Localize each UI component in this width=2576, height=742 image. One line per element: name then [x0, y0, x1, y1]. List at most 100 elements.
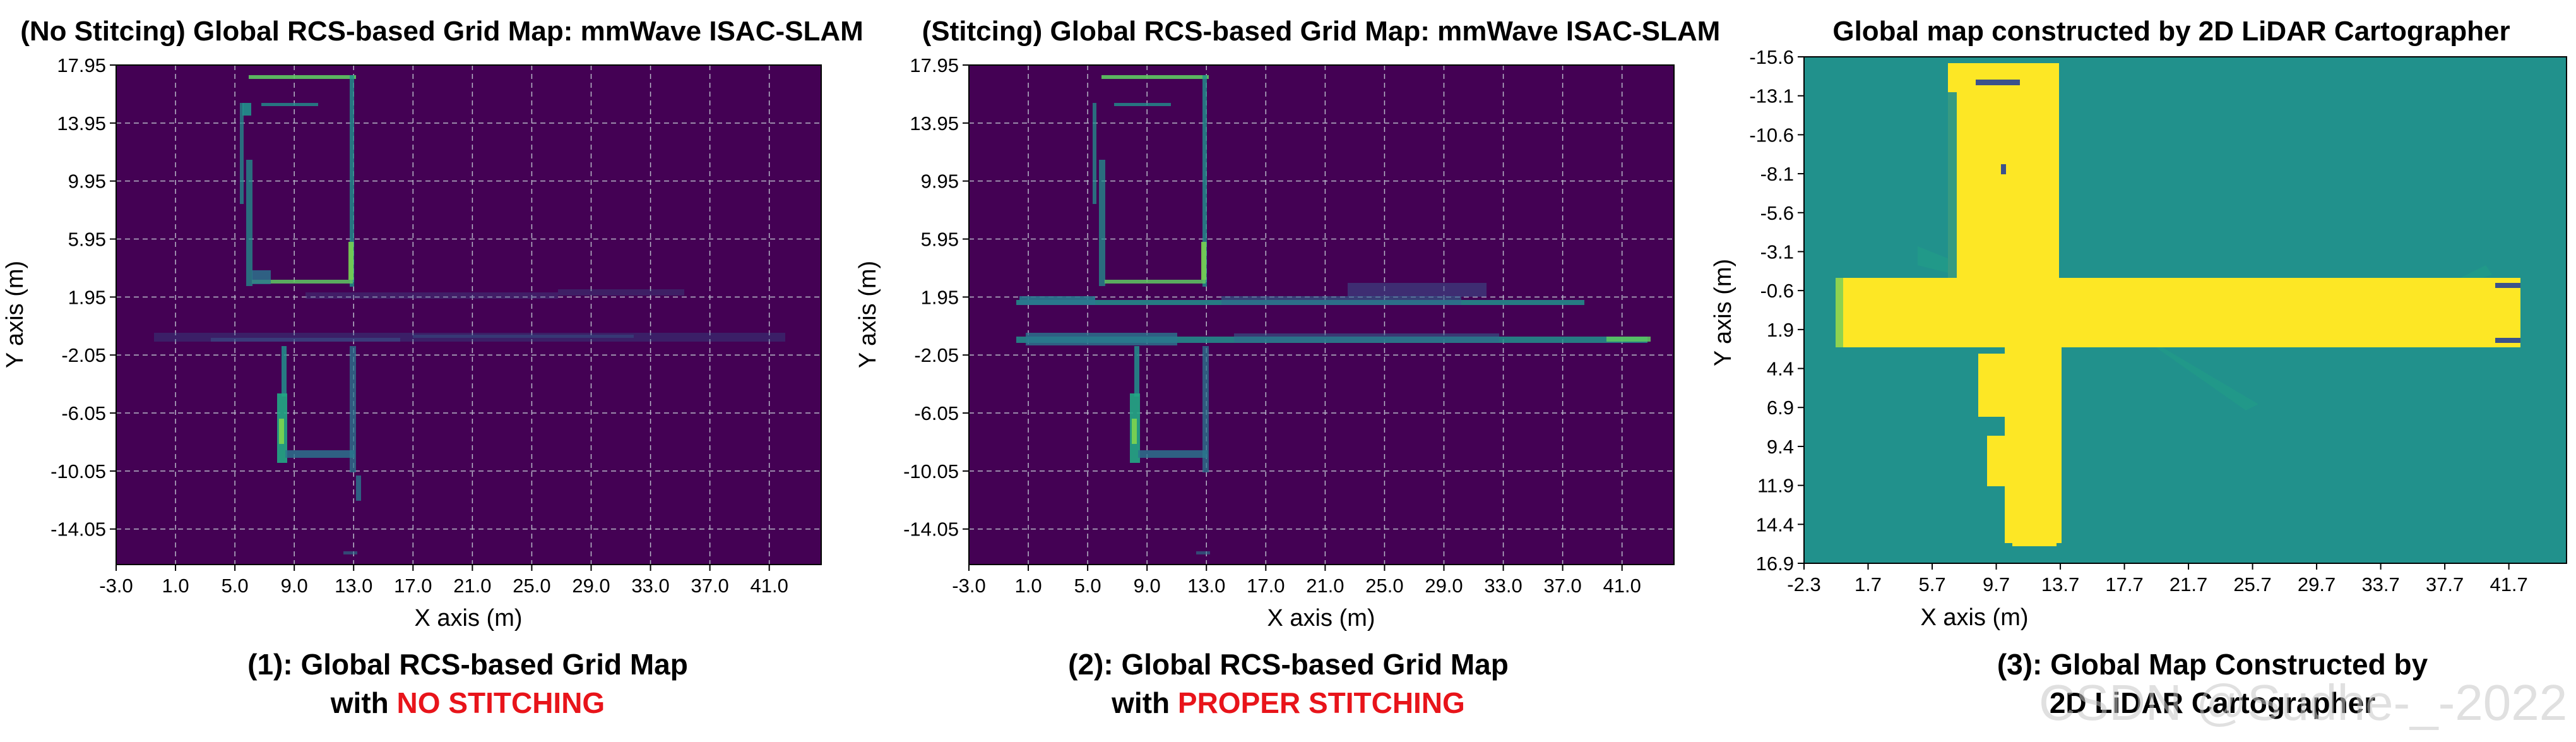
p1-y-tick-label: 1.95	[68, 286, 106, 308]
p1-y-tick-label: 5.95	[68, 229, 106, 251]
p1-x-tick-label: 13.0	[335, 575, 372, 597]
panel-2-x-axis-label: X axis (m)	[1267, 605, 1375, 631]
p3-x-tick-label: -2.3	[1787, 573, 1820, 595]
panel-3-title: Global map constructed by 2D LiDAR Carto…	[1832, 16, 2510, 47]
panel-1-frame	[116, 64, 822, 565]
p3-x-tick-label: 13.7	[2041, 573, 2079, 595]
p2-x-tick-label: 25.0	[1365, 575, 1403, 597]
p3-y-tick-label: 1.9	[1767, 319, 1794, 341]
p3-x-tick-label: 41.7	[2490, 573, 2527, 595]
panel-2-grid	[968, 64, 1674, 565]
panel-1-title: (No Stitcing) Global RCS-based Grid Map:…	[20, 16, 864, 47]
panel-3-x-axis-label: X axis (m)	[1921, 604, 2029, 631]
p3-y-tick-label: -5.6	[1760, 202, 1794, 224]
p1-y-tick-label: -6.05	[61, 402, 106, 424]
p3-y-tick-label: -0.6	[1760, 280, 1794, 302]
panel-3-vertical-corridor	[2005, 341, 2062, 543]
panel-3-occupancy-map	[1836, 63, 2520, 546]
panel-3-frame	[1803, 56, 2567, 564]
p1-y-tick-label: 9.95	[68, 171, 106, 193]
p2-x-tick-label: 37.0	[1543, 575, 1581, 597]
p3-x-tick-label: 21.7	[2169, 573, 2207, 595]
p2-y-tick-label: 17.95	[910, 54, 959, 76]
p1-y-tick-label: -2.05	[61, 344, 106, 366]
panel-3-y-ticks: -15.6 -13.1 -10.6 -8.1 -5.6 -3.1 -0.6 1.9 4.4 6.9…	[1749, 46, 1804, 575]
p1-y-tick-label: -10.05	[50, 460, 106, 482]
p1-x-tick-label: 17.0	[394, 575, 432, 597]
p3-y-tick-label: 11.9	[1757, 475, 1794, 497]
panel-1-x-axis-label: X axis (m)	[415, 605, 523, 631]
p2-x-tick-label: 33.0	[1484, 575, 1522, 597]
panel-2-caption-prefix: with	[1111, 686, 1178, 719]
p1-x-tick-label: 21.0	[453, 575, 491, 597]
p1-x-tick-label: 33.0	[631, 575, 669, 597]
p2-y-tick-label: -10.05	[903, 460, 959, 482]
panel-2-y-axis-label: Y axis (m)	[855, 261, 881, 368]
panel-3-y-axis-label: Y axis (m)	[1710, 259, 1736, 366]
p3-y-tick-label: -3.1	[1760, 241, 1794, 263]
p3-x-tick-label: 25.7	[2233, 573, 2271, 595]
panel-3-x-ticks: -2.3 1.7 5.7 9.7 13.7 17.7 21.7 25.7 29.7 33.7 37.…	[1787, 563, 2528, 595]
panel-3-caption-line-1: (3): Global Map Constructed by	[1997, 648, 2428, 681]
panel-1-y-ticks: 17.95 13.95 9.95 5.95 1.95 -2.05 -6.05 -10.05 -1…	[50, 54, 116, 541]
p3-y-tick-label: 14.4	[1756, 513, 1794, 536]
p1-x-tick-label: -3.0	[99, 575, 133, 597]
p1-x-tick-label: 29.0	[572, 575, 610, 597]
p3-y-tick-label: -10.6	[1749, 124, 1794, 146]
p2-x-tick-label: 5.0	[1074, 575, 1101, 597]
p2-x-tick-label: 21.0	[1306, 575, 1344, 597]
panel-1-caption-highlight: NO STITCHING	[397, 686, 605, 719]
panel-2-caption-line-1: (2): Global RCS-based Grid Map	[1068, 648, 1509, 681]
panel-1-caption-prefix: with	[330, 686, 397, 719]
panel-1-point-cloud	[154, 75, 785, 554]
p1-x-tick-label: 5.0	[222, 575, 249, 597]
p2-x-tick-label: -3.0	[952, 575, 985, 597]
p1-x-tick-label: 1.0	[162, 575, 189, 597]
p3-x-tick-label: 37.7	[2426, 573, 2464, 595]
p1-x-tick-label: 9.0	[281, 575, 308, 597]
p3-y-tick-label: -15.6	[1749, 46, 1794, 68]
p3-y-tick-label: 6.9	[1767, 397, 1794, 419]
panel-1-y-axis-label: Y axis (m)	[2, 261, 28, 368]
p2-y-tick-label: 5.95	[921, 229, 959, 251]
p3-y-tick-label: -8.1	[1760, 163, 1794, 185]
panel-1-plot-background	[116, 65, 821, 565]
panel-2-caption-line-2: with PROPER STITCHING	[1111, 686, 1465, 719]
panel-2-caption-highlight: PROPER STITCHING	[1178, 686, 1465, 719]
p2-x-tick-label: 41.0	[1603, 575, 1641, 597]
panel-2-frame	[968, 64, 1675, 565]
p2-x-tick-label: 9.0	[1134, 575, 1161, 597]
p2-x-tick-label: 17.0	[1247, 575, 1285, 597]
panel-1-caption-line-2: with NO STITCHING	[330, 686, 605, 719]
panel-3-horizontal-corridor	[1836, 278, 2520, 347]
p1-y-tick-label: 17.95	[57, 54, 106, 76]
p3-y-tick-label: -13.1	[1749, 85, 1794, 107]
p1-x-tick-label: 25.0	[513, 575, 550, 597]
p3-x-tick-label: 17.7	[2105, 573, 2143, 595]
p2-x-tick-label: 13.0	[1187, 575, 1225, 597]
panel-2-point-cloud	[1016, 75, 1651, 554]
panel-1: (No Stitcing) Global RCS-based Grid Map:…	[2, 16, 864, 719]
panel-3: Global map constructed by 2D LiDAR Carto…	[1710, 16, 2567, 719]
p2-y-tick-label: 13.95	[910, 112, 959, 135]
p3-y-tick-label: 9.4	[1767, 436, 1794, 458]
p2-y-tick-label: 9.95	[921, 171, 959, 193]
p2-y-tick-label: -2.05	[914, 344, 959, 366]
panel-2-title: (Stitcing) Global RCS-based Grid Map: mm…	[922, 16, 1721, 47]
panel-1-x-ticks: -3.0 1.0 5.0 9.0 13.0 17.0 21.0 25.0 29.0 33.0 37.…	[99, 565, 788, 597]
p2-y-tick-label: 1.95	[921, 286, 959, 308]
panel-2-y-ticks: 17.95 13.95 9.95 5.95 1.95 -2.05 -6.05 -10.05 -1…	[903, 54, 969, 541]
p2-x-tick-label: 29.0	[1425, 575, 1463, 597]
p3-y-tick-label: 4.4	[1767, 358, 1794, 380]
panel-2-x-ticks: -3.0 1.0 5.0 9.0 13.0 17.0 21.0 25.0 29.0 33.0 37.…	[952, 565, 1641, 597]
panel-2-plot-background	[969, 65, 1674, 565]
p2-y-tick-label: -6.05	[914, 402, 959, 424]
p1-y-tick-label: -14.05	[50, 518, 106, 541]
p3-x-tick-label: 9.7	[1983, 573, 2010, 595]
panel-1-caption-line-1: (1): Global RCS-based Grid Map	[247, 648, 688, 681]
p1-y-tick-label: 13.95	[57, 112, 106, 135]
p3-x-tick-label: 1.7	[1855, 573, 1882, 595]
p1-x-tick-label: 37.0	[691, 575, 728, 597]
p2-x-tick-label: 1.0	[1015, 575, 1042, 597]
